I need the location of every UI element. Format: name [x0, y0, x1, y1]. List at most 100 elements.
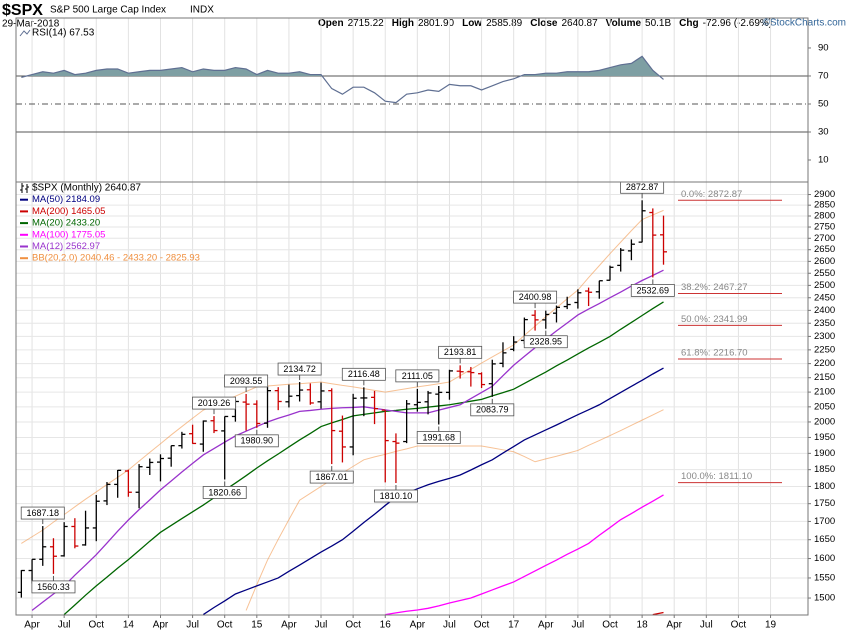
annotation-label: 2134.72 [283, 364, 316, 374]
y-tick-label: 2450 [814, 292, 835, 303]
quote-line: Open 2715.22 High 2801.90 Low 2585.89 Close 264… [318, 18, 772, 29]
annotation-label: 1820.66 [208, 487, 241, 497]
rsi-line [21, 55, 664, 104]
x-tick-label: 16 [380, 620, 392, 631]
quote-label: Low [462, 18, 482, 29]
annotation-label: 1560.33 [37, 582, 70, 592]
y-tick-label: 1650 [814, 534, 835, 545]
annotation-box [31, 580, 76, 594]
x-tick-label: Oct [474, 620, 490, 631]
annotation-box [438, 345, 483, 359]
quote-label: High [392, 18, 414, 29]
moving-average [652, 611, 664, 615]
y-tick-label: 2300 [814, 331, 835, 342]
annotation-box [416, 431, 461, 444]
annotation-label: 2400.98 [519, 292, 552, 302]
annotation-box [470, 403, 515, 417]
y-tick-label: 2850 [814, 200, 835, 211]
x-tick-label: 15 [251, 620, 263, 631]
y-tick-label: 1900 [814, 448, 835, 459]
y-tick-label: 2700 [814, 233, 835, 244]
x-tick-label: Jul [443, 620, 456, 631]
annotation-box [20, 506, 65, 520]
annotation-box [234, 434, 279, 448]
legend-entry: MA(200) 1465.05 [32, 206, 105, 217]
y-tick-label: 2000 [814, 416, 835, 427]
x-tick-label: Oct [217, 620, 233, 631]
fibonacci-label: 100.0%: 1811.10 [681, 471, 752, 482]
y-tick-label: 2350 [814, 318, 835, 329]
x-tick-label: Jul [58, 620, 71, 631]
credit: ©StockCharts.com [762, 18, 846, 29]
quote-label: Volume [606, 18, 642, 29]
x-tick-label: Jul [700, 620, 713, 631]
moving-average [31, 269, 664, 611]
annotation-label: 1687.18 [26, 508, 59, 518]
annotation-label: 1991.68 [422, 432, 455, 442]
y-tick-label: 2550 [814, 268, 835, 279]
quote-value: 50.1B [645, 18, 671, 29]
y-tick-label: 2500 [814, 280, 835, 291]
x-tick-label: 14 [123, 620, 135, 631]
fibonacci-label: 61.8%: 2216.70 [681, 348, 748, 359]
rsi-plot [16, 55, 808, 133]
legend-entry: MA(100) 1775.05 [32, 229, 105, 240]
y-tick-label: 2150 [814, 372, 835, 383]
annotation-label: 2532.69 [637, 285, 670, 295]
quote-label: Open [318, 18, 344, 29]
x-tick-label: Oct [88, 620, 104, 631]
overlay: Apr Jul Oct 14 Apr Jul Oct 15 Apr Jul Oct 16 Apr Jul O… [19, 28, 835, 631]
annotation-box [523, 335, 568, 349]
x-tick-label: 17 [508, 620, 520, 631]
moving-average [202, 367, 664, 615]
fibonacci-label: 50.0%: 2341.99 [681, 314, 748, 325]
annotation-label: 2116.48 [348, 369, 380, 379]
x-tick-label: Jul [315, 620, 328, 631]
rsi-y-tick-label: 10 [818, 155, 829, 166]
fibonacci-label: 38.2%: 2467.27 [681, 282, 748, 293]
annotation-box [192, 396, 236, 410]
legend-entry: MA(12) 2562.97 [32, 241, 100, 252]
exchange: INDX [190, 5, 214, 16]
rsi-legend-icon [19, 29, 31, 37]
y-tick-label: 1700 [814, 516, 835, 527]
annotation-box [620, 182, 665, 194]
security-name: S&P 500 Large Cap Index [50, 5, 166, 16]
quote-value: 2801.90 [418, 18, 455, 29]
annotation-label: 2093.55 [230, 376, 263, 386]
quote-value: 2585.89 [486, 18, 523, 29]
x-tick-label: Apr [666, 620, 682, 631]
legend-entry: MA(50) 2184.09 [32, 194, 100, 205]
price-legend-icon [20, 183, 29, 193]
annotation-box [202, 486, 247, 499]
y-tick-label: 1950 [814, 432, 835, 443]
x-tick-label: Oct [602, 620, 618, 631]
y-tick-label: 2800 [814, 211, 835, 222]
quote-value: 2640.87 [561, 18, 598, 29]
x-tick-label: Apr [281, 620, 297, 631]
y-tick-label: 1800 [814, 481, 835, 492]
y-tick-label: 2250 [814, 344, 835, 355]
quote-label: Close [530, 18, 558, 29]
rsi-y-tick-label: 30 [818, 127, 829, 138]
x-tick-label: Jul [186, 620, 199, 631]
annotation-box [630, 284, 675, 297]
x-tick-label: Jul [571, 620, 584, 631]
y-tick-label: 1550 [814, 572, 835, 583]
y-tick-label: 2100 [814, 387, 835, 398]
rsi-overbought-fill [21, 56, 664, 76]
annotation-label: 2872.87 [626, 182, 659, 192]
y-tick-label: 1600 [814, 553, 835, 564]
y-tick-label: 2600 [814, 256, 835, 267]
x-tick-label: 18 [637, 620, 649, 631]
rsi-y-tick-label: 50 [818, 99, 829, 110]
date: 29-Mar-2018 [2, 19, 60, 30]
rsi-legend: RSI(14) 67.53 [32, 28, 95, 39]
legend-entry: MA(20) 2433.20 [32, 218, 100, 229]
x-tick-label: Apr [24, 620, 40, 631]
y-tick-label: 2900 [814, 189, 835, 200]
